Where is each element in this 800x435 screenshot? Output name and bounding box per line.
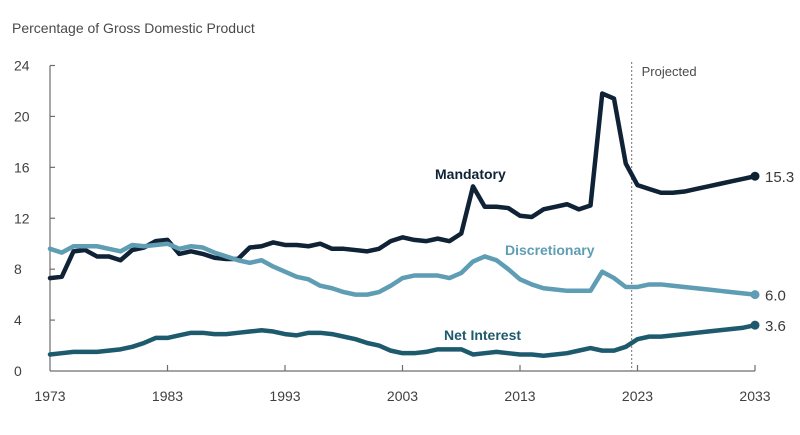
end-point-discretionary [750,290,760,300]
x-tick-label: 1973 [34,388,65,404]
y-tick-label: 16 [14,159,30,175]
end-value-label-mandatory: 15.3 [765,169,794,186]
projection-marker: Projected [631,62,697,371]
series-labels: Mandatory Discretionary Net Interest [435,166,595,343]
axes: 0 4 8 12 16 20 24 1973 1983 1993 2003 2013 2023 2033 [14,58,771,405]
series-group: 15.3 6.0 3.6 [47,91,794,358]
y-tick-label: 0 [14,363,22,379]
series-label-mandatory: Mandatory [435,166,506,182]
end-point-net-interest [750,320,760,330]
y-axis-title: Percentage of Gross Domestic Product [12,20,255,36]
y-tick-label: 24 [14,58,30,74]
x-tick-label: 2033 [739,388,770,404]
end-value-label-net-interest: 3.6 [765,318,786,335]
end-point-mandatory [750,171,760,181]
x-tick-label: 1983 [152,388,183,404]
series-line-discretionary [47,241,758,297]
x-tick-label: 2003 [387,388,418,404]
series-line-mandatory [47,91,758,281]
series-line-net-interest [47,322,758,358]
projected-label: Projected [642,64,697,79]
x-tick-label: 2013 [504,388,535,404]
y-tick-label: 8 [14,261,22,277]
y-tick-label: 4 [14,312,22,328]
y-tick-label: 20 [14,108,30,124]
x-tick-label: 2023 [622,388,653,404]
series-label-discretionary: Discretionary [505,242,595,258]
x-tick-label: 1993 [269,388,300,404]
y-tick-label: 12 [14,210,30,226]
end-value-label-discretionary: 6.0 [765,288,786,305]
series-label-net-interest: Net Interest [444,327,521,343]
